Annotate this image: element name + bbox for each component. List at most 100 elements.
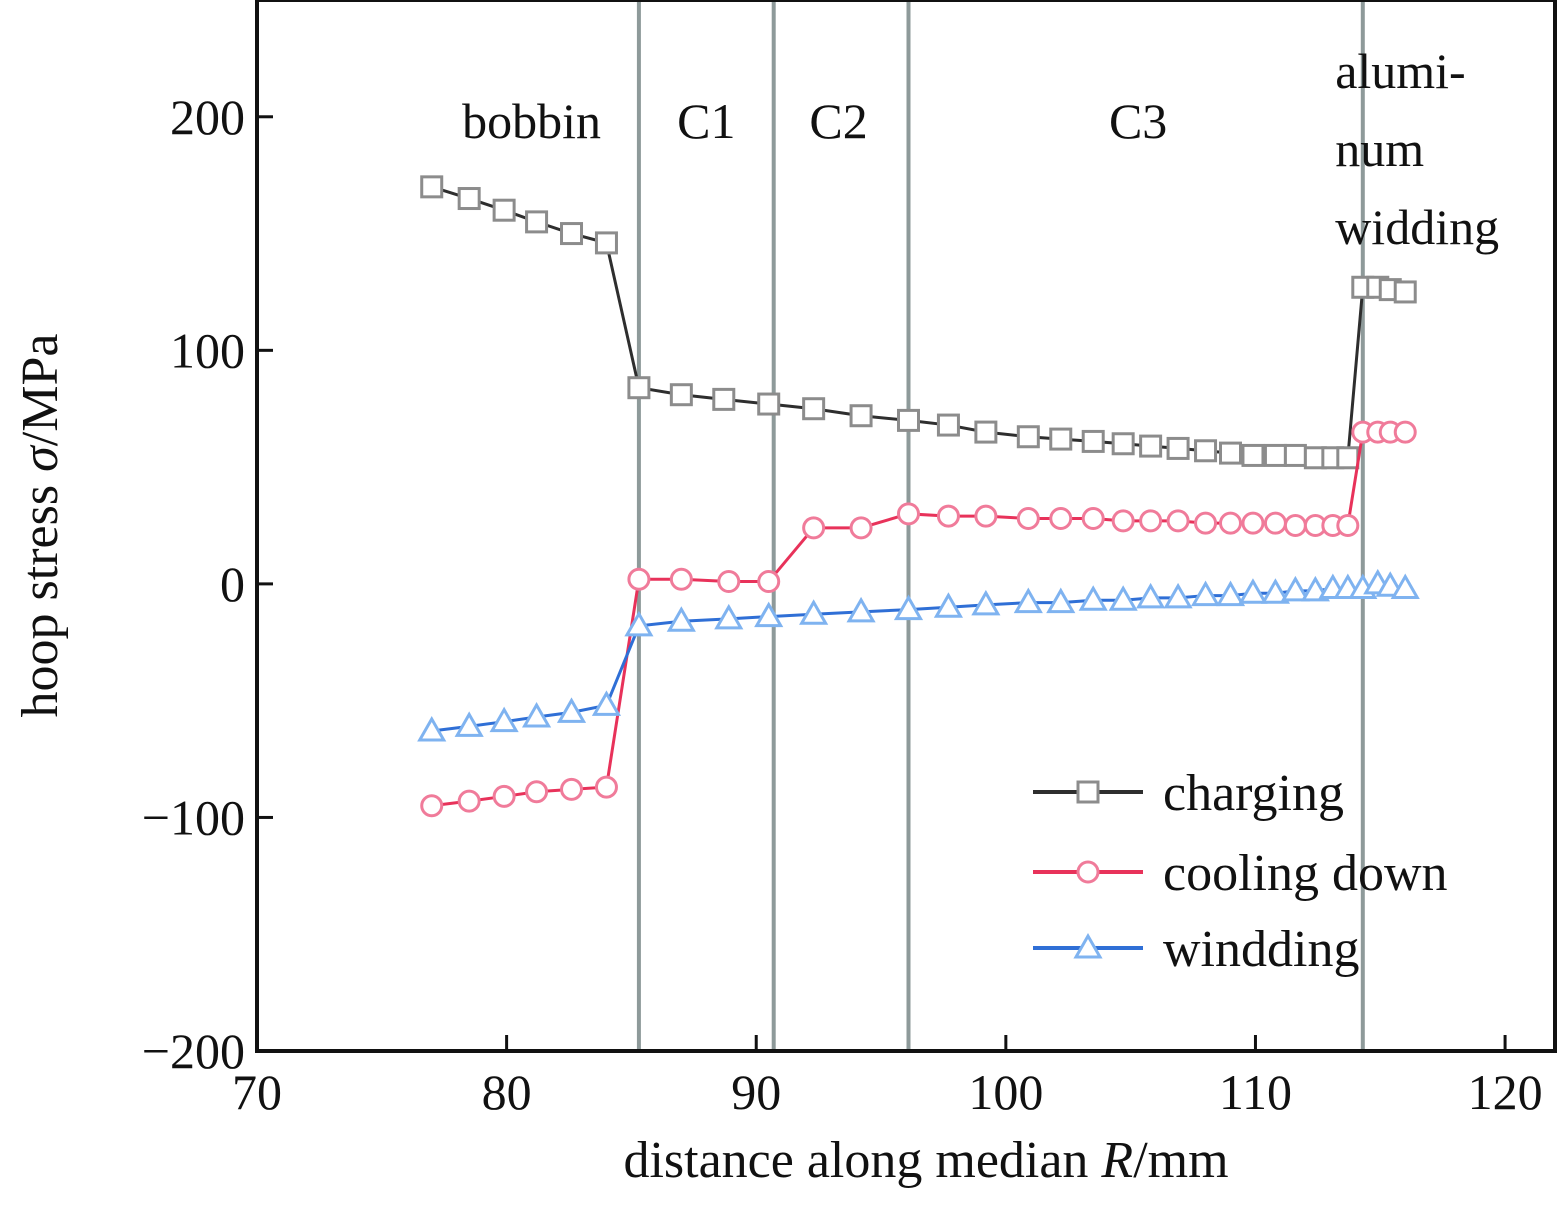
series-layer — [417, 175, 1420, 818]
data-point — [849, 516, 873, 540]
data-point — [1016, 425, 1040, 449]
axis-ticks: 70 80 90 100 110 120 −200 −100 0 100 200 — [142, 89, 1543, 1120]
data-point — [1163, 582, 1193, 609]
data-point — [1241, 511, 1265, 535]
data-point — [556, 697, 587, 723]
data-point — [1139, 434, 1163, 458]
y-tick-label: 0 — [220, 556, 245, 612]
region-label-line: num — [1335, 121, 1424, 177]
data-point — [936, 413, 960, 437]
data-point — [757, 570, 781, 594]
data-point — [1336, 514, 1360, 537]
data-point — [1190, 580, 1221, 607]
data-point — [492, 198, 516, 222]
y-tick-label: −200 — [142, 1023, 245, 1079]
data-point — [594, 231, 618, 255]
data-point — [1393, 280, 1417, 304]
data-point — [1111, 509, 1135, 533]
x-tick-label: 80 — [482, 1064, 532, 1120]
data-point — [1194, 511, 1218, 535]
data-point — [627, 567, 651, 591]
data-point — [1046, 587, 1076, 614]
data-point — [1078, 585, 1108, 611]
plot-frame — [255, 0, 1557, 1053]
series-square — [420, 175, 1417, 470]
data-point — [417, 716, 447, 742]
data-point — [802, 516, 826, 540]
data-point — [1219, 511, 1242, 535]
data-point — [933, 592, 964, 618]
data-point — [1166, 436, 1190, 460]
data-point — [457, 187, 481, 211]
data-point — [1390, 573, 1420, 600]
legend: charging cooling down windding — [1033, 765, 1448, 978]
data-point — [754, 601, 784, 628]
region-label: C2 — [809, 93, 867, 149]
data-point — [594, 775, 618, 799]
data-point — [560, 777, 584, 801]
region-label-line: alumi- — [1335, 43, 1466, 99]
data-point — [974, 504, 998, 528]
data-point — [1081, 506, 1105, 530]
data-point — [1049, 506, 1073, 530]
data-point — [1166, 509, 1190, 533]
data-point — [799, 599, 829, 625]
region-label: bobbin — [462, 93, 601, 149]
region-boundaries — [636, 0, 1365, 1051]
data-point — [454, 711, 484, 737]
data-point — [1081, 429, 1105, 453]
series-triangle — [417, 568, 1420, 742]
data-point — [420, 794, 444, 818]
data-point — [669, 383, 693, 407]
data-point — [489, 706, 519, 733]
data-point — [846, 596, 876, 623]
region-label: C1 — [677, 93, 735, 149]
data-point — [714, 603, 744, 630]
data-point — [1283, 443, 1307, 467]
legend-item: charging — [1033, 765, 1344, 822]
data-point — [1238, 578, 1268, 604]
data-point — [1016, 506, 1040, 530]
data-point — [1219, 441, 1242, 465]
data-point — [591, 690, 622, 716]
data-point — [420, 175, 444, 199]
legend-swatch-marker — [1073, 932, 1103, 959]
x-tick-label: 110 — [1219, 1064, 1292, 1120]
data-point — [1393, 420, 1417, 444]
x-tick-label: 100 — [968, 1064, 1043, 1120]
region-labels: bobbin C1 C2 C3 alumi-num widding — [462, 43, 1499, 255]
data-point — [971, 589, 1001, 616]
data-point — [1013, 587, 1043, 614]
data-point — [1136, 582, 1166, 609]
data-point — [896, 408, 920, 432]
data-point — [974, 420, 998, 444]
x-axis-title: distance along median R/mm — [623, 1132, 1228, 1189]
data-point — [893, 594, 924, 621]
data-point — [1336, 446, 1360, 470]
data-point — [492, 784, 516, 808]
legend-swatch-marker — [1076, 780, 1100, 804]
data-point — [1194, 439, 1218, 463]
data-point — [624, 610, 654, 637]
y-tick-label: −100 — [142, 789, 245, 845]
series-circle — [420, 420, 1417, 818]
data-point — [669, 567, 693, 591]
data-point — [521, 701, 552, 728]
data-point — [936, 504, 960, 528]
data-point — [1241, 443, 1265, 467]
data-point — [757, 392, 781, 416]
data-point — [717, 570, 741, 594]
region-label-line: widding — [1335, 199, 1499, 255]
data-point — [560, 222, 584, 246]
y-tick-label: 200 — [170, 89, 245, 145]
data-point — [457, 789, 481, 813]
data-point — [1263, 443, 1287, 467]
data-point — [1215, 580, 1246, 607]
data-point — [1283, 514, 1307, 537]
data-point — [1111, 432, 1135, 456]
region-label: C3 — [1109, 93, 1167, 149]
data-point — [1108, 585, 1138, 611]
data-point — [896, 502, 920, 526]
data-point — [525, 780, 549, 804]
